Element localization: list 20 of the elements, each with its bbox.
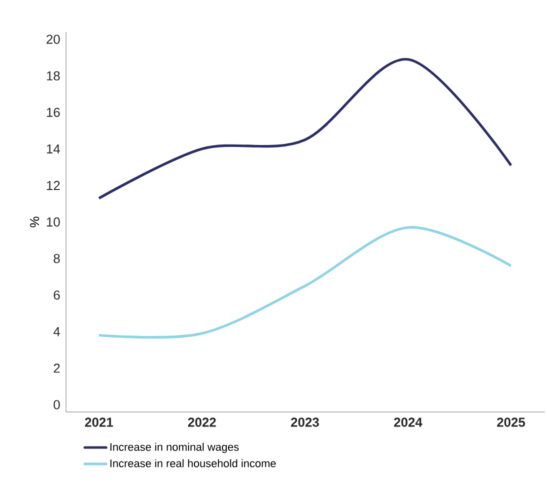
y-tick-label: 20	[46, 34, 60, 44]
x-tick-label: 2023	[291, 418, 319, 427]
x-tick-label: 2022	[188, 418, 216, 427]
legend-label: Increase in nominal wages	[110, 442, 239, 453]
legend-label: Increase in real household income	[110, 459, 276, 468]
y-tick-label: 6	[54, 290, 60, 300]
y-axis-title: %	[30, 216, 40, 228]
y-tick-label: 16	[46, 108, 60, 117]
y-tick-label: 0	[54, 400, 60, 410]
y-tick-label: 2	[54, 364, 60, 373]
line-series	[98, 58, 512, 200]
x-tick-label: 2025	[497, 418, 526, 427]
x-tick-label: 2021	[85, 418, 114, 427]
y-tick-label: 14	[46, 144, 60, 154]
x-tick-label: 2024	[394, 418, 422, 427]
y-tick-label: 10	[46, 217, 60, 227]
y-tick-label: 4	[53, 327, 60, 336]
y-tick-label: 12	[46, 180, 60, 190]
y-tick-label: 8	[54, 254, 60, 264]
y-tick-label: 18	[46, 71, 60, 80]
